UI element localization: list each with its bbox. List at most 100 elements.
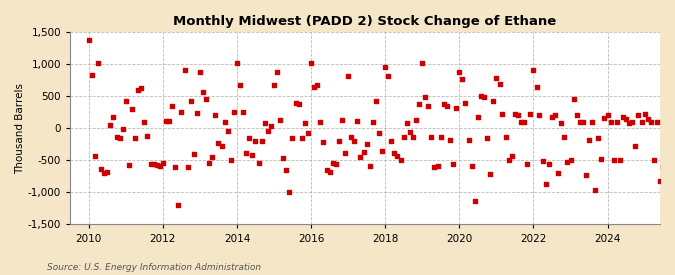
Point bbox=[306, 61, 317, 66]
Point bbox=[225, 158, 236, 162]
Point bbox=[633, 113, 644, 118]
Point bbox=[352, 118, 362, 123]
Point bbox=[222, 129, 233, 133]
Point bbox=[120, 98, 131, 103]
Point bbox=[247, 153, 258, 157]
Point bbox=[167, 104, 178, 108]
Point bbox=[182, 164, 193, 169]
Point bbox=[216, 143, 227, 148]
Point bbox=[364, 164, 375, 168]
Point bbox=[250, 139, 261, 143]
Point bbox=[170, 164, 181, 169]
Point bbox=[627, 120, 638, 124]
Point bbox=[235, 82, 246, 87]
Point bbox=[155, 164, 165, 168]
Point bbox=[472, 115, 483, 120]
Point bbox=[337, 118, 348, 122]
Point bbox=[163, 119, 174, 123]
Point bbox=[448, 162, 458, 166]
Point bbox=[649, 158, 659, 163]
Point bbox=[219, 120, 230, 125]
Point bbox=[451, 106, 462, 110]
Point bbox=[482, 136, 493, 140]
Point bbox=[361, 142, 372, 147]
Point bbox=[294, 102, 304, 107]
Point bbox=[244, 136, 254, 140]
Point bbox=[383, 73, 394, 78]
Point bbox=[367, 120, 378, 125]
Text: Source: U.S. Energy Information Administration: Source: U.S. Energy Information Administ… bbox=[47, 263, 261, 272]
Point bbox=[238, 110, 248, 114]
Point bbox=[263, 129, 273, 134]
Point bbox=[528, 68, 539, 73]
Point bbox=[398, 134, 409, 139]
Point bbox=[402, 121, 412, 125]
Point bbox=[300, 121, 310, 125]
Point bbox=[188, 152, 199, 156]
Point bbox=[232, 60, 242, 65]
Point bbox=[179, 68, 190, 73]
Point bbox=[229, 110, 240, 114]
Point bbox=[117, 127, 128, 132]
Point bbox=[460, 101, 471, 105]
Point bbox=[278, 156, 289, 160]
Point bbox=[142, 134, 153, 138]
Point bbox=[547, 115, 558, 120]
Point bbox=[432, 164, 443, 168]
Point bbox=[590, 188, 601, 193]
Point bbox=[445, 138, 456, 142]
Point bbox=[404, 130, 415, 134]
Point bbox=[200, 97, 211, 101]
Point bbox=[331, 162, 342, 166]
Y-axis label: Thousand Barrels: Thousand Barrels bbox=[15, 83, 25, 174]
Point bbox=[506, 154, 517, 159]
Point bbox=[639, 112, 650, 116]
Point bbox=[204, 161, 215, 165]
Point bbox=[596, 157, 607, 161]
Point bbox=[198, 89, 209, 94]
Point bbox=[284, 190, 295, 195]
Point bbox=[408, 135, 418, 139]
Point bbox=[392, 154, 403, 159]
Point bbox=[522, 162, 533, 166]
Point bbox=[105, 123, 115, 127]
Point bbox=[429, 164, 440, 169]
Point bbox=[192, 111, 202, 115]
Point bbox=[543, 162, 554, 166]
Point bbox=[525, 112, 536, 116]
Point bbox=[173, 203, 184, 207]
Point bbox=[386, 139, 397, 143]
Point bbox=[457, 77, 468, 82]
Point bbox=[290, 100, 301, 105]
Point bbox=[213, 141, 224, 145]
Point bbox=[380, 65, 391, 70]
Point bbox=[124, 163, 134, 167]
Point bbox=[130, 136, 140, 140]
Point bbox=[577, 120, 588, 124]
Point bbox=[556, 121, 566, 125]
Point bbox=[151, 163, 162, 167]
Point bbox=[259, 121, 270, 125]
Point bbox=[136, 86, 146, 90]
Point bbox=[655, 179, 666, 183]
Point bbox=[126, 107, 137, 111]
Point bbox=[441, 104, 452, 108]
Point bbox=[89, 154, 100, 158]
Point bbox=[327, 161, 338, 165]
Point bbox=[423, 104, 434, 109]
Point bbox=[469, 199, 480, 203]
Point bbox=[309, 85, 320, 89]
Point bbox=[296, 136, 307, 140]
Point bbox=[410, 118, 421, 122]
Point bbox=[571, 113, 582, 118]
Point bbox=[324, 170, 335, 174]
Point bbox=[599, 116, 610, 120]
Point bbox=[157, 161, 168, 165]
Point bbox=[420, 95, 431, 99]
Point bbox=[494, 82, 505, 86]
Point bbox=[580, 173, 591, 177]
Point bbox=[265, 124, 276, 128]
Point bbox=[620, 116, 631, 121]
Point bbox=[454, 70, 464, 74]
Point bbox=[333, 139, 344, 143]
